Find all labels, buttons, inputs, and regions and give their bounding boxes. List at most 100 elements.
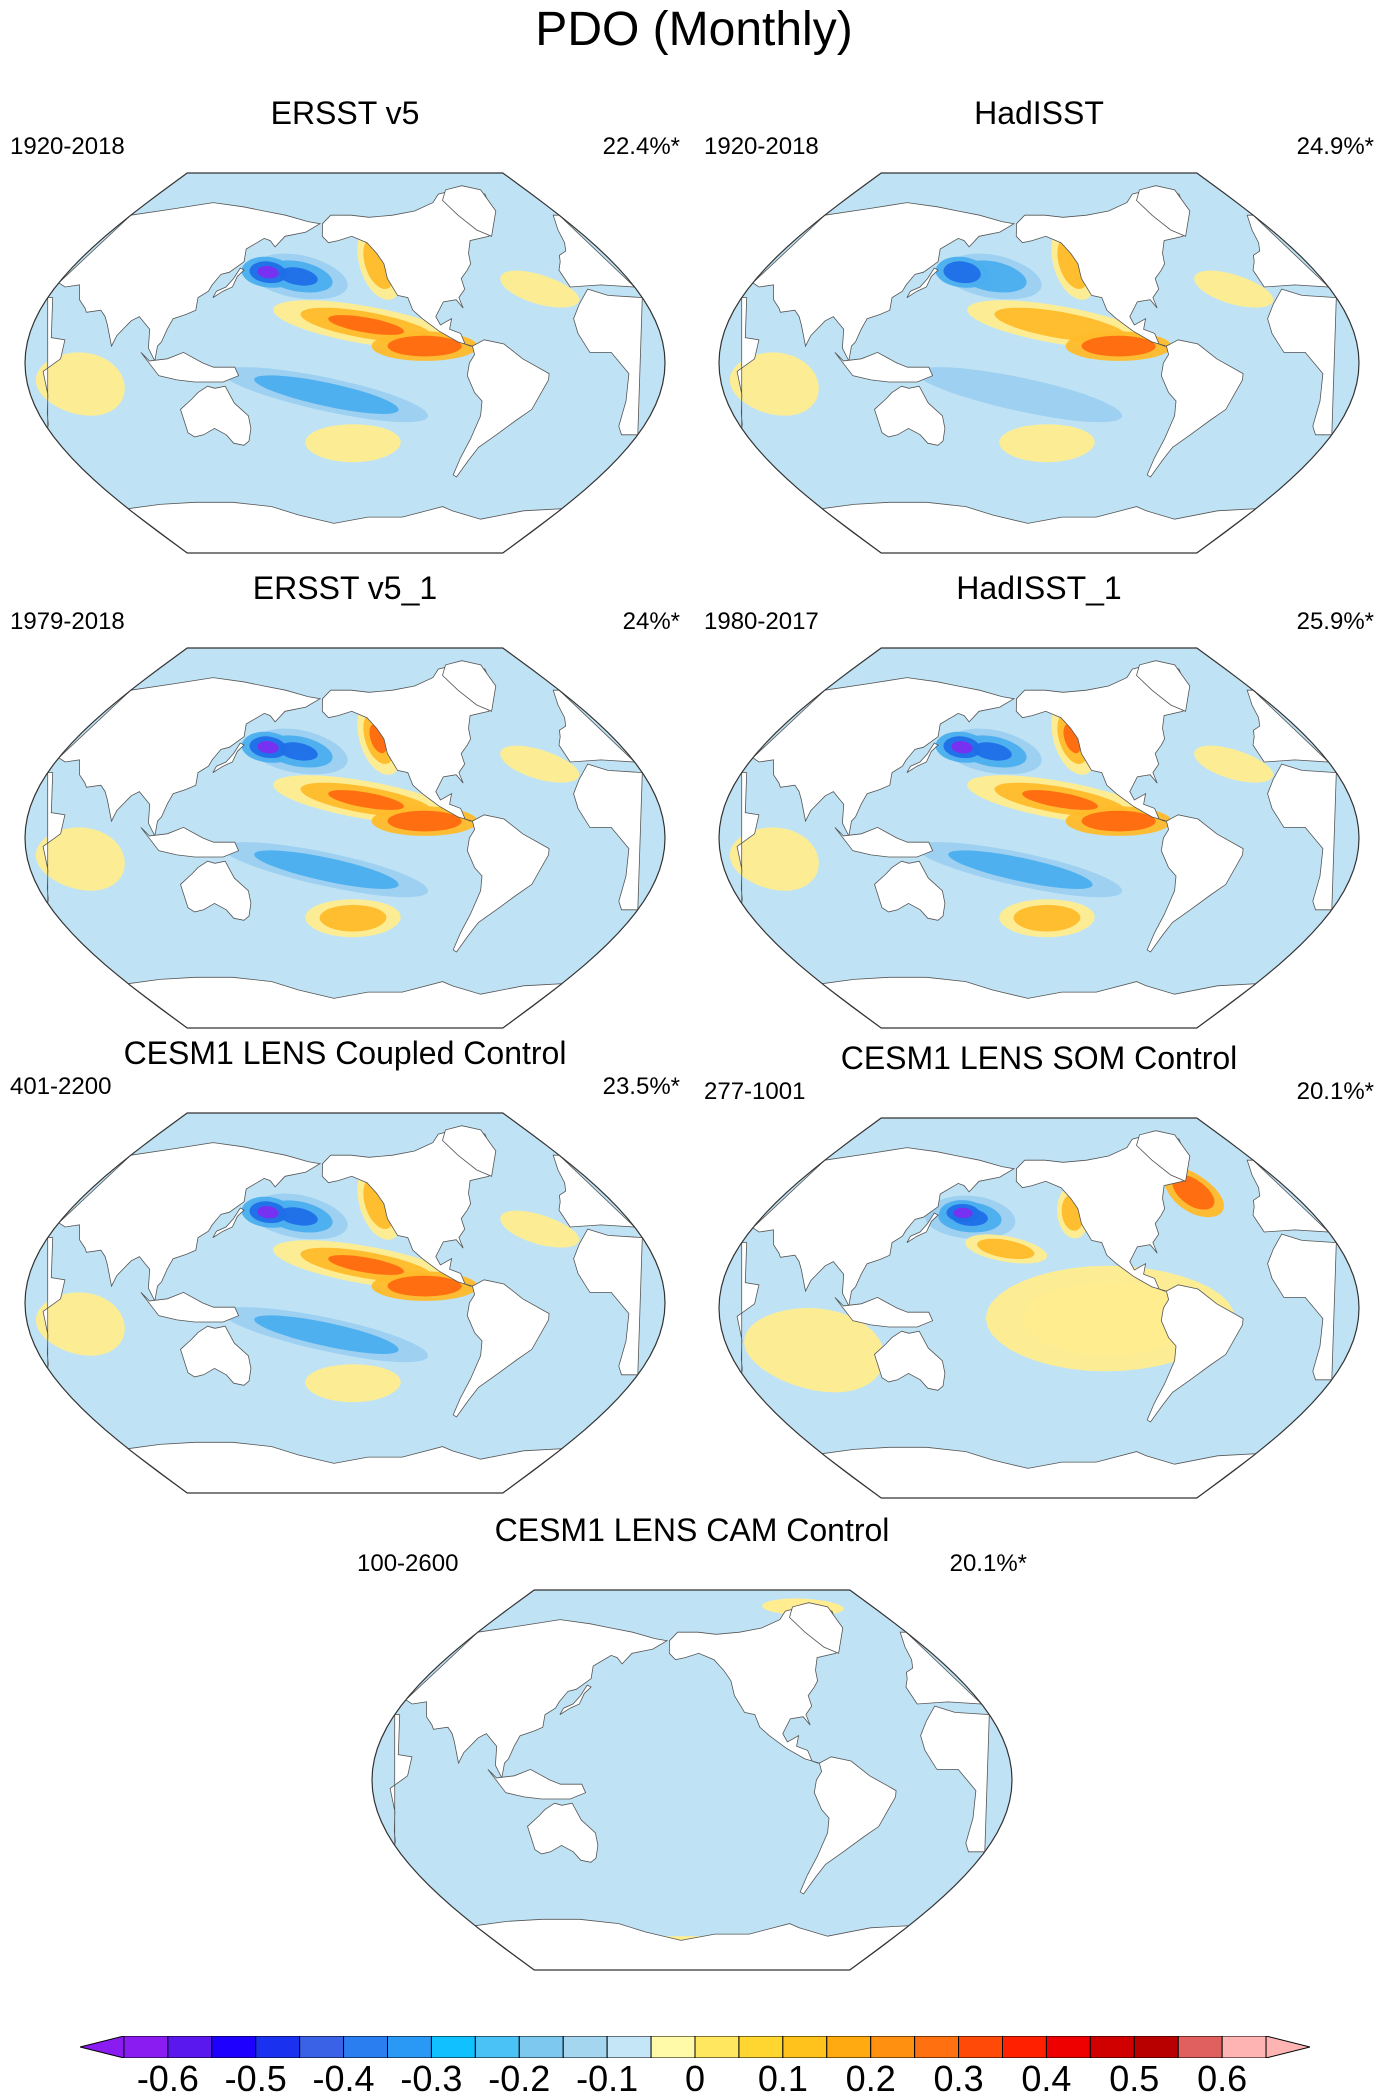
australia-land bbox=[180, 1325, 252, 1386]
anomaly-contour bbox=[257, 741, 279, 754]
anomaly-contour bbox=[387, 335, 462, 357]
anomaly-contour bbox=[1023, 1281, 1197, 1356]
colorbar-tick-label: 0.6 bbox=[1197, 2058, 1248, 2099]
indonesia-land bbox=[834, 351, 934, 383]
panel-variance-explained: 22.4%* bbox=[602, 133, 680, 160]
map-border bbox=[371, 1589, 1013, 1971]
colorbar-tick-label: -0.6 bbox=[136, 2058, 199, 2099]
ocean-field bbox=[25, 648, 665, 1028]
anomaly-contour bbox=[35, 352, 125, 416]
anomaly-contour bbox=[500, 745, 580, 783]
map-panel-cesm1-coupled-control: CESM1 LENS Coupled Control 401-2200 23.5… bbox=[0, 1035, 690, 1505]
anomaly-contour bbox=[257, 266, 279, 279]
anomaly-contour bbox=[1172, 1174, 1215, 1210]
map-panel-ersst-v5-1: ERSST v5_1 1979-2018 24%* bbox=[0, 570, 690, 1040]
south-america-land bbox=[1146, 1284, 1244, 1423]
anomaly-contour bbox=[328, 315, 405, 335]
colorbar-swatch bbox=[914, 2036, 960, 2058]
colorbar-swatch bbox=[1177, 2036, 1223, 2058]
map-panel-cesm1-cam-control: CESM1 LENS CAM Control 100-2600 20.1%* bbox=[347, 1512, 1037, 1982]
australia-land bbox=[527, 1802, 599, 1863]
panel-variance-explained: 23.5%* bbox=[602, 1073, 680, 1100]
eurasia-land bbox=[58, 677, 322, 838]
anomaly-contour bbox=[35, 827, 125, 891]
colorbar-tick-label: -0.1 bbox=[576, 2058, 639, 2099]
europe-west-land bbox=[1246, 689, 1330, 763]
eurasia-land bbox=[58, 202, 322, 363]
world-map bbox=[718, 1117, 1360, 1499]
europe-west-land bbox=[552, 1154, 636, 1228]
anomaly-contour bbox=[305, 1364, 401, 1403]
map-border bbox=[24, 1112, 666, 1494]
panel-title: CESM1 LENS SOM Control bbox=[840, 1040, 1238, 1076]
japan-land bbox=[212, 742, 245, 773]
africa-west-land bbox=[920, 1705, 990, 1853]
europe-west-land bbox=[552, 214, 636, 288]
colorbar-swatch bbox=[870, 2036, 916, 2058]
world-map bbox=[24, 1112, 666, 1494]
anomaly-contour bbox=[1013, 904, 1081, 932]
ocean-field bbox=[372, 1590, 1012, 1970]
australia-land bbox=[874, 1330, 946, 1391]
colorbar-tick-label: 0.5 bbox=[1109, 2058, 1160, 2099]
anomaly-contour bbox=[953, 1207, 973, 1219]
colorbar-tick-label: 0.4 bbox=[1021, 2058, 1072, 2099]
australia-land bbox=[180, 385, 252, 446]
south-america-land bbox=[452, 1279, 550, 1418]
colorbar-swatch bbox=[738, 2036, 784, 2058]
map-border bbox=[718, 647, 1360, 1029]
colorbar-swatch bbox=[343, 2036, 389, 2058]
anomaly-contour bbox=[254, 1315, 399, 1354]
europe-west-land bbox=[1246, 214, 1330, 288]
colorbar-swatch bbox=[518, 2036, 564, 2058]
africa-west-land bbox=[573, 763, 643, 911]
japan-land bbox=[906, 1212, 939, 1243]
anomaly-contour bbox=[319, 904, 387, 932]
anomaly-contour bbox=[387, 810, 462, 832]
colorbar-swatch bbox=[650, 2036, 696, 2058]
panel-period: 1980-2017 bbox=[704, 608, 819, 635]
anomaly-contour bbox=[1194, 270, 1274, 308]
map-border bbox=[24, 647, 666, 1029]
anomaly-contour bbox=[328, 1255, 405, 1275]
greenland-land bbox=[1136, 185, 1191, 237]
world-map bbox=[718, 172, 1360, 554]
anomaly-contour bbox=[1081, 335, 1156, 357]
panel-title: HadISST_1 bbox=[956, 570, 1122, 606]
world-map bbox=[371, 1589, 1013, 1971]
anomaly-contour bbox=[328, 790, 405, 810]
anomaly-contour bbox=[948, 850, 1093, 889]
colorbar-swatch bbox=[430, 2036, 476, 2058]
australia-land bbox=[874, 860, 946, 921]
colorbar-swatch bbox=[255, 2036, 301, 2058]
greenland-land bbox=[442, 1125, 497, 1177]
colorbar-tick-label: 0 bbox=[684, 2058, 706, 2099]
panel-title: CESM1 LENS CAM Control bbox=[494, 1512, 890, 1548]
panel-variance-explained: 20.1%* bbox=[1296, 1078, 1374, 1105]
anomaly-contour bbox=[279, 742, 318, 761]
panel-period: 1920-2018 bbox=[704, 133, 819, 160]
colorbar-swatch bbox=[123, 2036, 169, 2058]
anomaly-contour bbox=[35, 1292, 125, 1356]
anomaly-contour bbox=[1194, 745, 1274, 783]
colorbar-tick-label: -0.2 bbox=[488, 2058, 551, 2099]
anomaly-contour bbox=[1022, 790, 1099, 810]
world-map bbox=[24, 647, 666, 1029]
ocean-field bbox=[719, 648, 1359, 1028]
anomaly-contour bbox=[729, 827, 819, 891]
indonesia-land bbox=[834, 1296, 934, 1328]
world-map bbox=[24, 172, 666, 554]
anomaly-contour bbox=[973, 742, 1012, 761]
africa-land bbox=[736, 772, 760, 904]
anomaly-contour bbox=[363, 1178, 394, 1229]
japan-land bbox=[212, 267, 245, 298]
africa-land bbox=[389, 1714, 413, 1846]
south-america-land bbox=[452, 339, 550, 478]
indonesia-land bbox=[140, 826, 240, 858]
greenland-land bbox=[1136, 660, 1191, 712]
panel-variance-explained: 25.9%* bbox=[1296, 608, 1374, 635]
greenland-land bbox=[1136, 1130, 1191, 1182]
japan-land bbox=[906, 267, 939, 298]
indonesia-land bbox=[140, 1291, 240, 1323]
colorbar-swatch bbox=[387, 2036, 432, 2058]
